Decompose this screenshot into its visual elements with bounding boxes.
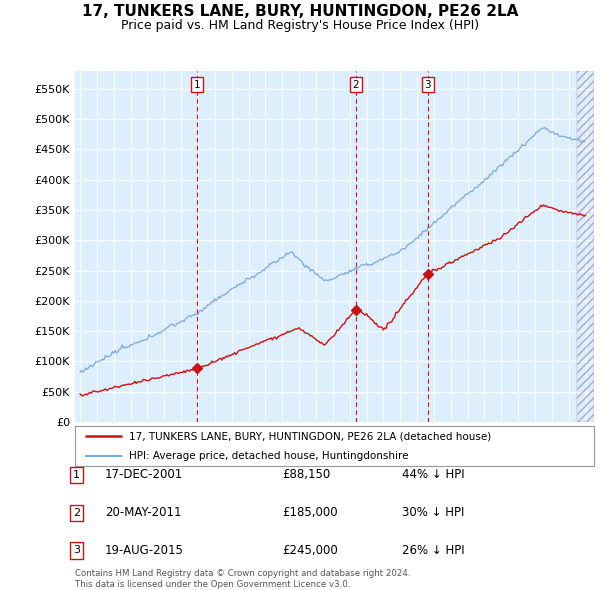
Text: 2: 2 bbox=[353, 80, 359, 90]
Text: £245,000: £245,000 bbox=[282, 544, 338, 557]
Text: Contains HM Land Registry data © Crown copyright and database right 2024.
This d: Contains HM Land Registry data © Crown c… bbox=[75, 569, 410, 589]
Text: 1: 1 bbox=[194, 80, 200, 90]
Text: HPI: Average price, detached house, Huntingdonshire: HPI: Average price, detached house, Hunt… bbox=[130, 451, 409, 461]
Text: 1: 1 bbox=[73, 470, 80, 480]
Text: 44% ↓ HPI: 44% ↓ HPI bbox=[402, 468, 464, 481]
Text: 17, TUNKERS LANE, BURY, HUNTINGDON, PE26 2LA (detached house): 17, TUNKERS LANE, BURY, HUNTINGDON, PE26… bbox=[130, 431, 492, 441]
Text: 20-MAY-2011: 20-MAY-2011 bbox=[105, 506, 182, 519]
Text: £88,150: £88,150 bbox=[282, 468, 330, 481]
Text: 3: 3 bbox=[73, 546, 80, 555]
Text: 2: 2 bbox=[73, 508, 80, 517]
Text: 30% ↓ HPI: 30% ↓ HPI bbox=[402, 506, 464, 519]
Text: £185,000: £185,000 bbox=[282, 506, 338, 519]
Text: 26% ↓ HPI: 26% ↓ HPI bbox=[402, 544, 464, 557]
Text: 19-AUG-2015: 19-AUG-2015 bbox=[105, 544, 184, 557]
Text: 17-DEC-2001: 17-DEC-2001 bbox=[105, 468, 183, 481]
Text: Price paid vs. HM Land Registry's House Price Index (HPI): Price paid vs. HM Land Registry's House … bbox=[121, 19, 479, 32]
Text: 17, TUNKERS LANE, BURY, HUNTINGDON, PE26 2LA: 17, TUNKERS LANE, BURY, HUNTINGDON, PE26… bbox=[82, 4, 518, 18]
Text: 3: 3 bbox=[424, 80, 431, 90]
